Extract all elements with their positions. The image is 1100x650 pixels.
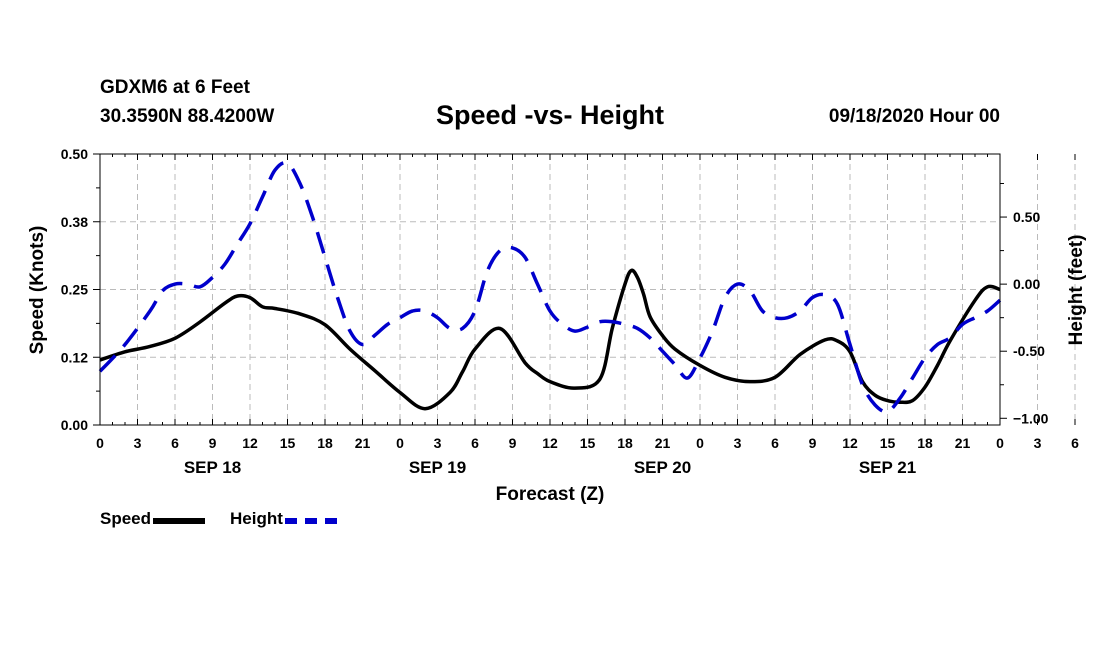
ticks bbox=[93, 153, 1076, 426]
y-left-tick-label: 0.38 bbox=[61, 214, 88, 230]
x-tick-label: 3 bbox=[134, 435, 142, 451]
y-right-tick-label: -0.50 bbox=[1013, 343, 1045, 359]
x-tick-label: 9 bbox=[509, 435, 517, 451]
x-tick-label: 18 bbox=[317, 435, 333, 451]
legend-height: Height bbox=[230, 509, 337, 529]
chart-title-text: Speed -vs- Height bbox=[435, 100, 665, 130]
x-tick-label: 3 bbox=[1034, 435, 1042, 451]
x-tick-label: 3 bbox=[734, 435, 742, 451]
legend-speed-label: Speed bbox=[100, 509, 152, 528]
chart-title: Speed -vs- Height bbox=[0, 100, 1100, 131]
x-tick-label: 6 bbox=[471, 435, 479, 451]
legend-height-label: Height bbox=[230, 509, 283, 528]
y-left-tick-label: 0.12 bbox=[61, 349, 88, 365]
series-line-speed bbox=[99, 268, 1001, 411]
series-layer bbox=[98, 160, 1002, 414]
y-axis-left-title: Speed (Knots) bbox=[27, 226, 48, 355]
x-tick-label: 9 bbox=[209, 435, 217, 451]
x-tick-label: 12 bbox=[542, 435, 558, 451]
x-tick-label: 21 bbox=[355, 435, 371, 451]
coordinates-label: 30.3590N 88.4200W bbox=[100, 106, 275, 127]
x-tick-label: 15 bbox=[880, 435, 896, 451]
y-right-tick-label: 0.50 bbox=[1013, 209, 1040, 225]
x-axis-title: Forecast (Z) bbox=[496, 484, 605, 505]
x-tick-label: 3 bbox=[434, 435, 442, 451]
y-right-tick-label: −1.00 bbox=[1013, 410, 1049, 426]
x-tick-label: 15 bbox=[280, 435, 296, 451]
x-tick-label: 12 bbox=[842, 435, 858, 451]
x-tick-label: 0 bbox=[696, 435, 704, 451]
series-line-height bbox=[98, 160, 1002, 414]
x-tick-label: 21 bbox=[655, 435, 671, 451]
y-axis-right-title: Height (feet) bbox=[1066, 235, 1087, 346]
x-tick-label: 0 bbox=[996, 435, 1004, 451]
y-left-tick-label: 0.25 bbox=[61, 282, 88, 298]
date-label: SEP 21 bbox=[859, 458, 916, 477]
axis-labels: 0369121518210369121518210369121518210369… bbox=[61, 146, 1079, 477]
x-tick-label: 12 bbox=[242, 435, 258, 451]
date-label: SEP 20 bbox=[634, 458, 691, 477]
forecast-datetime: 09/18/2020 Hour 00 bbox=[828, 106, 1000, 127]
date-label: SEP 19 bbox=[409, 458, 466, 477]
x-tick-label: 0 bbox=[96, 435, 104, 451]
x-tick-label: 9 bbox=[809, 435, 817, 451]
x-tick-label: 6 bbox=[171, 435, 179, 451]
x-tick-label: 21 bbox=[955, 435, 971, 451]
station-label: GDXM6 at 6 Feet bbox=[100, 77, 250, 98]
x-tick-label: 15 bbox=[580, 435, 596, 451]
legend-height-swatch bbox=[284, 518, 337, 524]
x-tick-label: 18 bbox=[617, 435, 633, 451]
x-tick-label: 18 bbox=[917, 435, 933, 451]
x-tick-label: 0 bbox=[396, 435, 404, 451]
date-label: SEP 18 bbox=[184, 458, 241, 477]
y-left-tick-label: 0.00 bbox=[61, 417, 88, 433]
legend-speed-swatch bbox=[153, 518, 206, 524]
grid bbox=[100, 154, 1076, 425]
legend-speed: Speed bbox=[100, 509, 206, 529]
y-left-tick-label: 0.50 bbox=[61, 146, 88, 162]
x-tick-label: 6 bbox=[771, 435, 779, 451]
x-tick-label: 6 bbox=[1071, 435, 1079, 451]
y-right-tick-label: 0.00 bbox=[1013, 276, 1040, 292]
